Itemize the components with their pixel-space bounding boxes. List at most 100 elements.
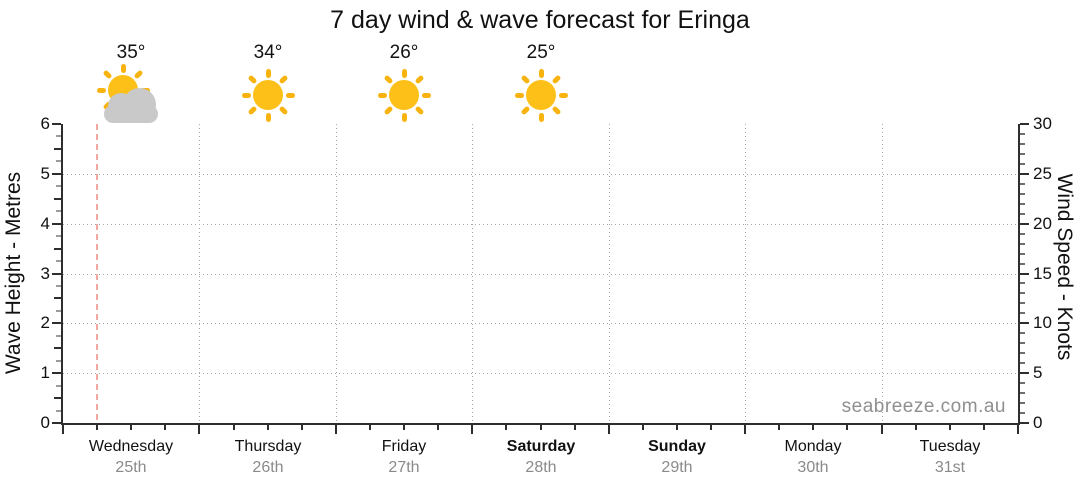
sun-ray <box>241 92 251 98</box>
x-axis-tick <box>96 425 98 430</box>
x-axis-tick <box>267 425 269 430</box>
x-axis-tick <box>233 425 235 430</box>
x-axis-tick <box>1017 425 1019 434</box>
wind-axis-tick-label: 5 <box>1033 363 1043 382</box>
day-date-label: 30th <box>797 459 829 476</box>
wind-axis-tick <box>1020 143 1025 145</box>
wave-axis-tick <box>56 260 61 262</box>
wind-axis-tick <box>1020 372 1029 374</box>
wave-axis-tick <box>52 223 61 225</box>
wave-axis-tick <box>52 322 61 324</box>
sun-ray <box>265 68 271 78</box>
wave-axis-tick <box>54 148 61 150</box>
gridline-day-boundary <box>199 124 200 423</box>
x-axis-tick <box>744 425 746 434</box>
wind-axis-tick <box>1020 302 1025 304</box>
sun-ray <box>278 74 289 85</box>
wind-axis-tick-label: 0 <box>1033 413 1043 432</box>
wave-axis-tick <box>56 160 61 162</box>
wind-axis-tick <box>1020 352 1025 354</box>
wind-axis-tick-label: 15 <box>1033 264 1052 283</box>
sun-ray <box>247 74 258 85</box>
x-axis-tick <box>198 425 200 434</box>
x-axis-tick <box>846 425 848 430</box>
sun-ray <box>514 92 524 98</box>
sun-ray <box>102 69 113 80</box>
wind-axis-tick <box>1020 123 1029 125</box>
wave-axis-tick <box>52 372 61 374</box>
wind-axis-tick <box>1020 243 1025 245</box>
sun-ray <box>520 105 531 116</box>
wind-axis-tick <box>1020 193 1025 195</box>
wave-axis-tick-label: 3 <box>40 264 50 283</box>
gridline-day-boundary <box>609 124 610 423</box>
wave-axis-tick <box>56 410 61 412</box>
wind-axis-tick <box>1020 253 1025 255</box>
wave-axis-tick <box>56 210 61 212</box>
gridline-day-boundary <box>472 124 473 423</box>
wave-axis-tick-label: 4 <box>40 214 50 233</box>
wave-axis-tick <box>56 285 61 287</box>
sun-ray <box>558 92 568 98</box>
wind-axis-tick <box>1020 342 1025 344</box>
wave-axis-tick <box>52 123 61 125</box>
sun-ray <box>414 74 425 85</box>
sun-ray <box>401 68 407 78</box>
gridline-horizontal <box>63 323 1018 324</box>
sun-ray <box>421 92 431 98</box>
sun-ray <box>383 105 394 116</box>
wave-axis-line <box>61 124 63 425</box>
sun-ray <box>551 105 562 116</box>
wave-axis-tick <box>56 135 61 137</box>
day-label: Friday <box>381 438 427 455</box>
sun-ray <box>383 74 394 85</box>
x-axis-tick <box>608 425 610 434</box>
wind-axis-tick-label: 25 <box>1033 164 1052 183</box>
gridline-day-boundary <box>882 124 883 423</box>
wave-axis-tick <box>56 385 61 387</box>
x-axis-tick <box>983 425 985 430</box>
x-axis-tick <box>505 425 507 430</box>
day-label: Saturday <box>506 438 576 455</box>
day-label: Thursday <box>234 438 302 455</box>
x-axis-tick <box>676 425 678 430</box>
wave-axis-tick <box>56 310 61 312</box>
sun-ray <box>377 92 387 98</box>
sun-icon <box>253 80 283 110</box>
gridline-horizontal <box>63 274 1018 275</box>
wind-axis-tick-label: 10 <box>1033 313 1052 332</box>
wave-axis-tick <box>54 297 61 299</box>
x-axis-tick <box>642 425 644 430</box>
temperature-label: 35° <box>116 42 146 63</box>
wind-axis-line <box>1018 124 1020 425</box>
x-axis-tick <box>335 425 337 434</box>
wind-axis-tick <box>1020 213 1025 215</box>
gridline-horizontal <box>63 224 1018 225</box>
sun-ray <box>414 105 425 116</box>
wave-axis-tick <box>52 173 61 175</box>
day-date-label: 31st <box>934 459 966 476</box>
sun-ray <box>538 68 544 78</box>
wave-axis-tick-label: 5 <box>40 164 50 183</box>
sun-ray <box>133 69 144 80</box>
wind-axis-tick <box>1020 292 1025 294</box>
wind-axis-tick <box>1020 233 1025 235</box>
sun-icon <box>526 80 556 110</box>
x-axis-tick <box>437 425 439 430</box>
wind-axis-tick <box>1020 133 1025 135</box>
wave-axis-tick-label: 2 <box>40 313 50 332</box>
wave-axis-tick-label: 0 <box>40 413 50 432</box>
current-time-marker <box>96 124 98 423</box>
x-axis-tick <box>915 425 917 430</box>
wind-axis-tick <box>1020 273 1029 275</box>
sun-ray <box>278 105 289 116</box>
day-date-label: 28th <box>525 459 557 476</box>
x-axis-tick <box>710 425 712 430</box>
gridline-day-boundary <box>745 124 746 423</box>
watermark: seabreeze.com.au <box>841 396 1006 417</box>
x-axis-tick <box>403 425 405 430</box>
temperature-label: 25° <box>526 42 556 63</box>
wave-axis-tick <box>56 360 61 362</box>
day-date-label: 29th <box>661 459 693 476</box>
wave-axis-tick-label: 6 <box>40 114 50 133</box>
